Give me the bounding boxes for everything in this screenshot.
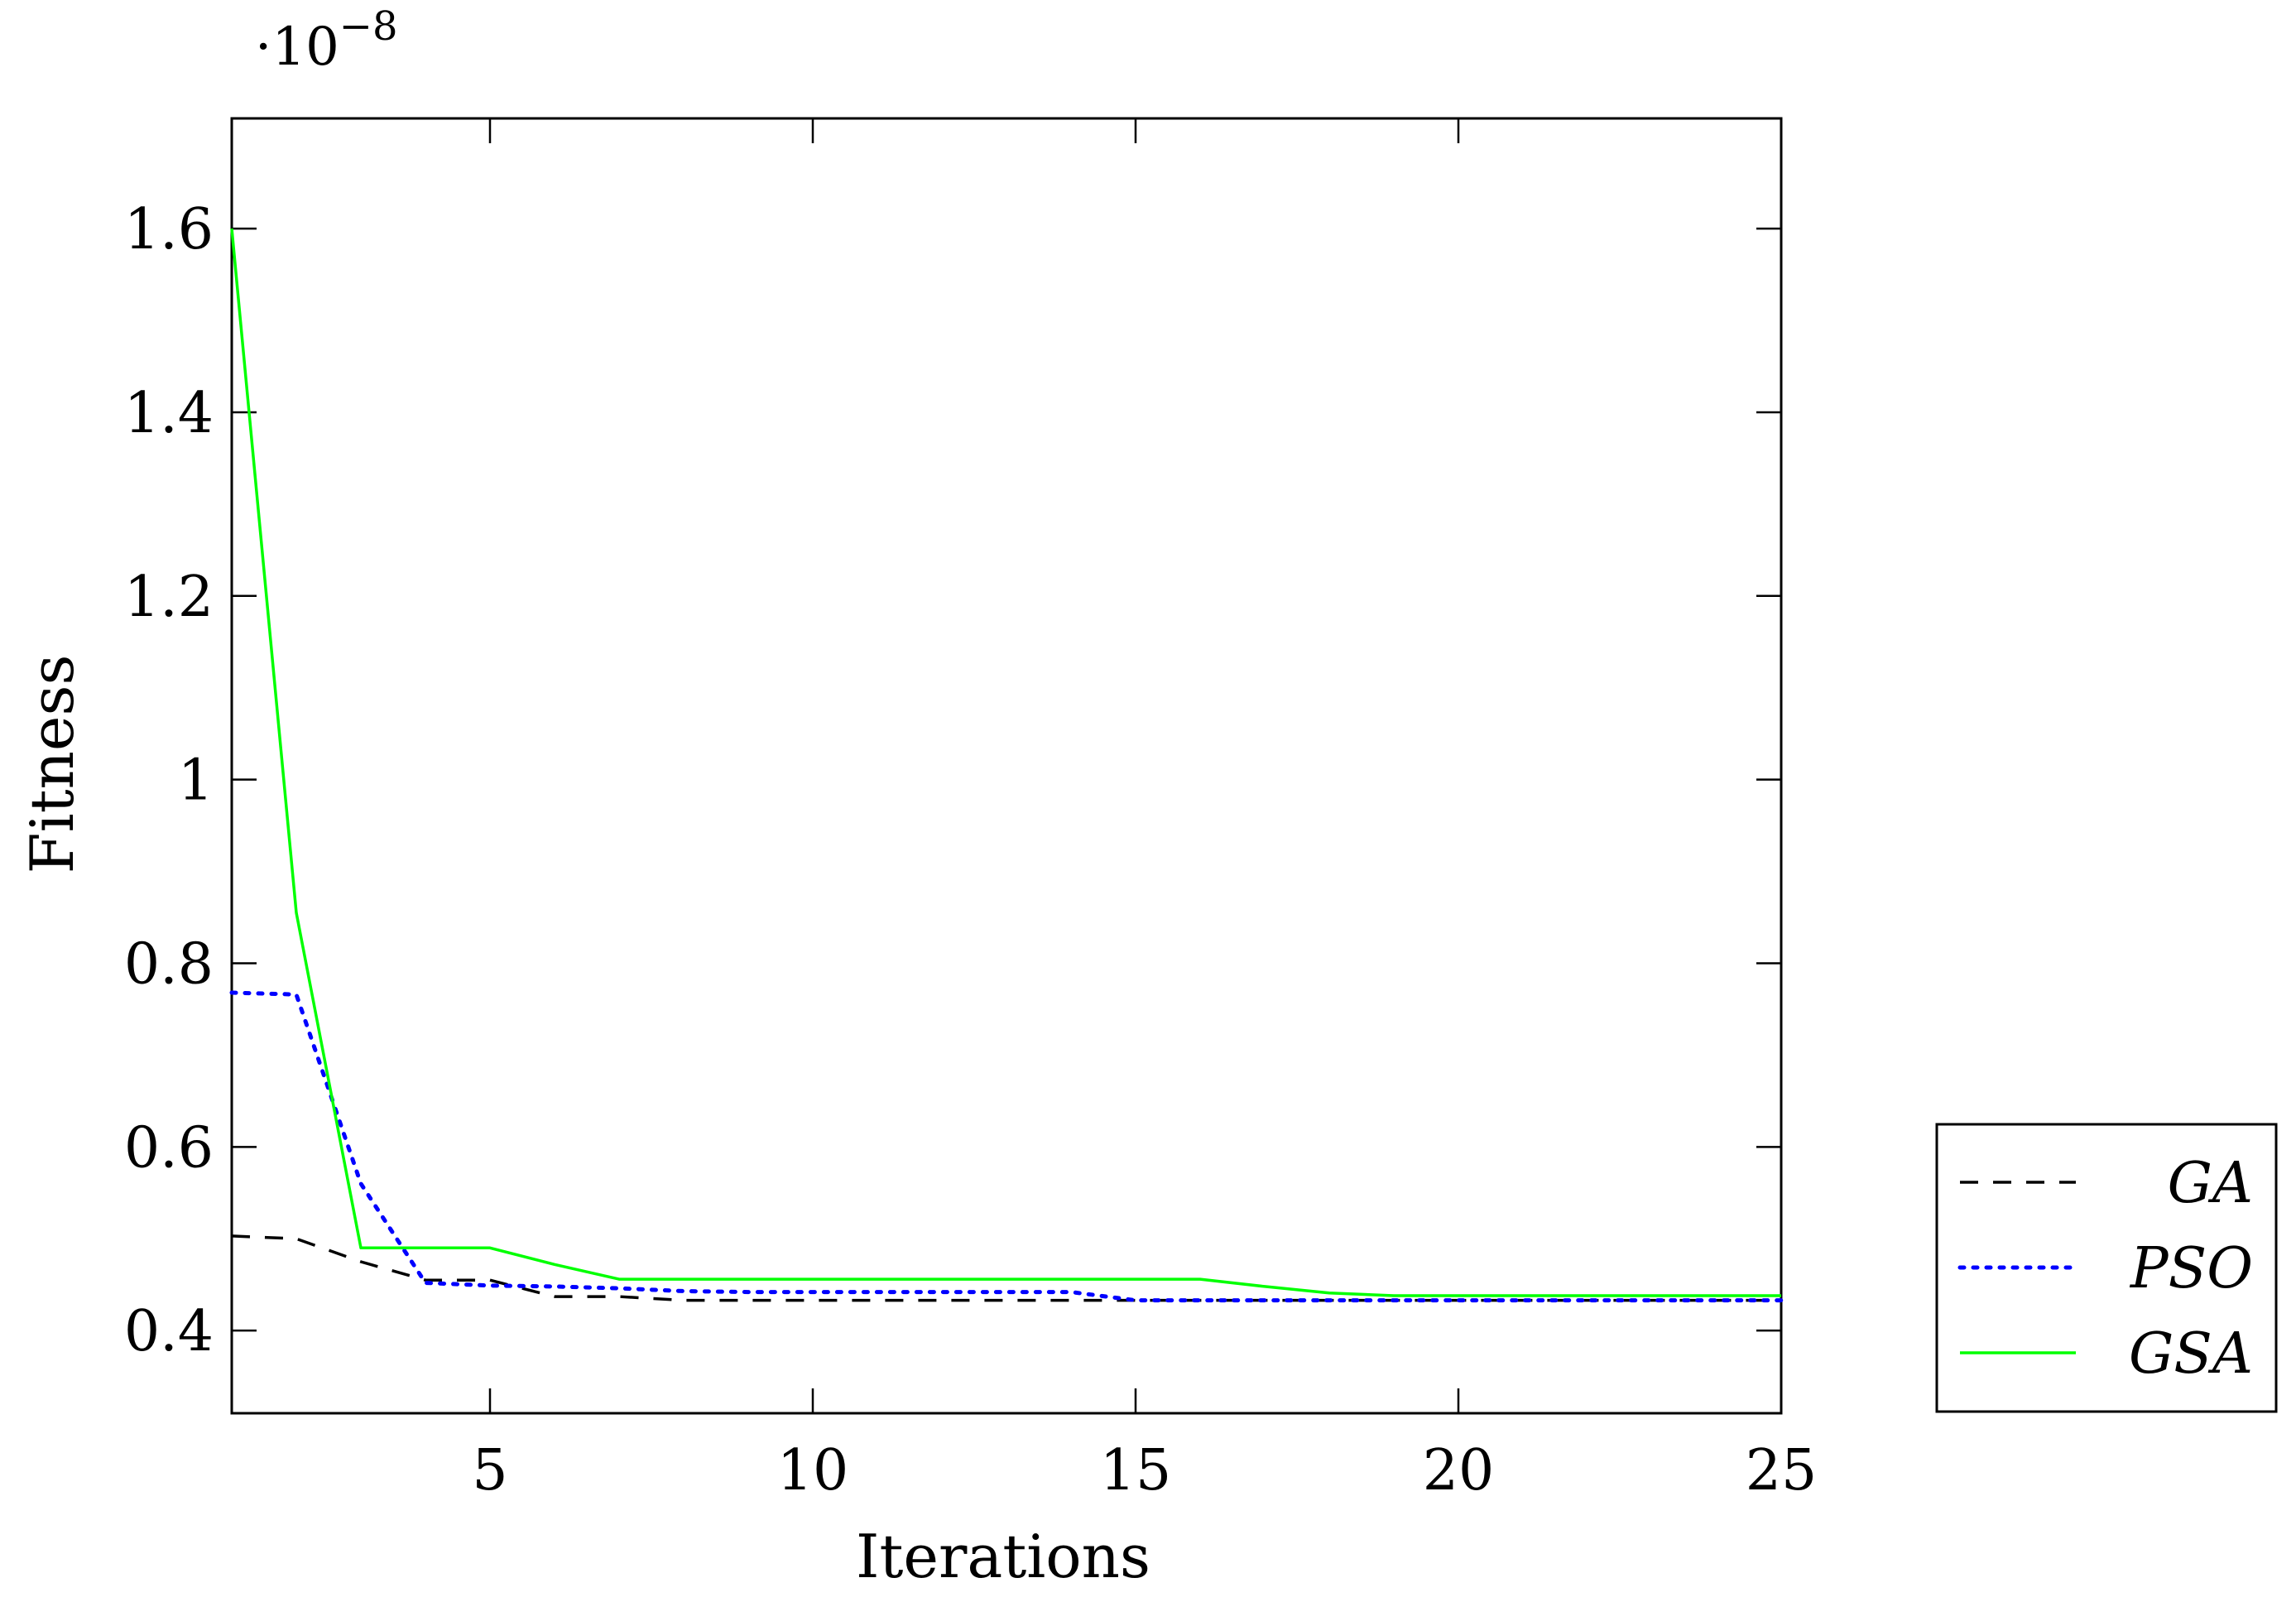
x-tick-label: 15 — [1100, 1438, 1172, 1503]
x-axis-label: Iterations — [856, 1522, 1150, 1591]
plot-area — [230, 117, 1783, 1415]
y-axis-ticks: 0.4 0.6 0.8 1 1.2 1.4 1.6 — [124, 197, 1781, 1364]
legend-label-ga: GA — [2168, 1151, 2253, 1216]
y-axis-label: Fitness — [17, 655, 87, 874]
series-line-gsa — [230, 228, 1781, 1297]
y-tick-label: 0.8 — [124, 931, 214, 997]
x-tick-label: 10 — [777, 1438, 849, 1503]
series-line-pso — [229, 990, 1784, 1303]
y-tick-label: 0.6 — [124, 1115, 214, 1181]
x-tick-label: 20 — [1423, 1438, 1495, 1503]
x-tick-label: 5 — [472, 1438, 507, 1503]
legend-label-gsa: GSA — [2129, 1321, 2253, 1387]
x-axis-ticks: 5 10 15 20 25 — [472, 118, 1817, 1503]
y-multiplier-exponent: −8 — [339, 3, 398, 50]
y-multiplier: ·10−8 — [255, 3, 398, 78]
y-multiplier-base: ·10 — [255, 17, 339, 78]
y-tick-label: 1 — [178, 748, 214, 814]
y-tick-label: 1.4 — [124, 381, 214, 446]
legend: GA PSO GSA — [1935, 1123, 2278, 1413]
series-lines — [229, 228, 1784, 1303]
legend-box — [1935, 1123, 2278, 1413]
legend-label-pso: PSO — [2129, 1236, 2253, 1301]
y-tick-label: 1.6 — [124, 197, 214, 262]
plot-frame — [230, 117, 1783, 1415]
y-tick-label: 1.2 — [124, 565, 214, 630]
y-tick-label: 0.4 — [124, 1299, 214, 1364]
x-tick-label: 25 — [1746, 1438, 1818, 1503]
series-line-ga — [231, 1234, 1781, 1302]
